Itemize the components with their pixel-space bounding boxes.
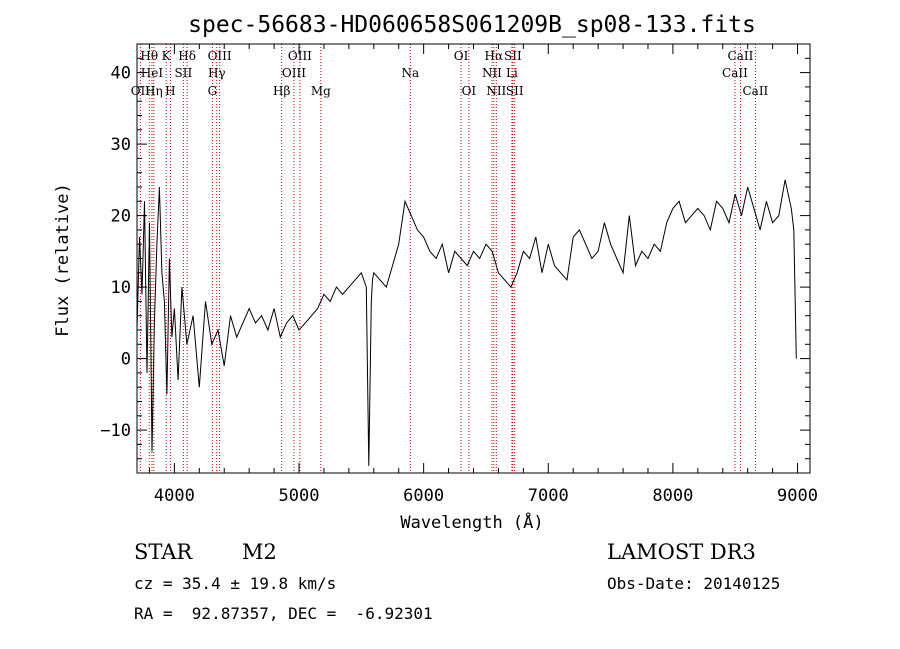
line-marker-label: Li — [506, 66, 518, 80]
line-marker-label: HeI — [141, 66, 164, 80]
line-marker-label: Hβ — [273, 84, 290, 98]
line-marker-label: CaII — [742, 84, 768, 98]
line-marker-label: SII — [506, 84, 524, 98]
y-tick-label: 0 — [121, 350, 131, 370]
line-marker-label: SII — [504, 49, 522, 63]
x-axis-label: Wavelength (Å) — [400, 511, 543, 533]
line-marker-label: Hγ — [208, 66, 226, 80]
x-tick-label: 6000 — [403, 486, 444, 506]
line-marker-label: Na — [401, 66, 419, 80]
x-axis-ticks: 4000 5000 6000 7000 8000 9000 — [148, 44, 818, 506]
line-marker-label: Mg — [311, 84, 331, 98]
redshift-cz: cz = 35.4 ± 19.8 km/s — [134, 574, 337, 593]
object-subclass: M2 — [242, 540, 277, 564]
y-axis-ticks: −10 0 10 20 30 40 — [100, 43, 810, 460]
y-axis-label: Flux (relative) — [53, 183, 73, 337]
x-tick-label: 8000 — [652, 486, 693, 506]
line-marker-label: SII — [175, 66, 193, 80]
spectrum-series — [136, 179, 797, 466]
line-marker-label: OIII — [282, 66, 306, 80]
y-tick-label: −10 — [100, 421, 131, 441]
y-tick-label: 40 — [111, 64, 131, 84]
survey-name: LAMOST DR3 — [607, 540, 756, 564]
chart-title: spec-56683-HD060658S061209B_sp08-133.fit… — [188, 12, 756, 38]
line-marker-label: CaII — [728, 49, 754, 63]
object-class: STAR — [134, 540, 193, 564]
line-marker-label: H — [165, 84, 175, 98]
x-tick-label: 9000 — [777, 486, 818, 506]
line-marker-label: OIII — [208, 49, 232, 63]
line-marker-label: NII — [482, 66, 502, 80]
line-marker-label: K — [162, 49, 172, 63]
coordinates: RA = 92.87357, DEC = -6.92301 — [134, 604, 433, 623]
x-tick-label: 7000 — [528, 486, 569, 506]
x-tick-label: 4000 — [154, 486, 195, 506]
line-marker-label: Hδ — [178, 49, 196, 63]
observation-date: Obs-Date: 20140125 — [607, 574, 781, 593]
line-marker-label: OIII — [288, 49, 312, 63]
line-marker-label: OI — [462, 84, 477, 98]
line-marker-label: Hα — [485, 49, 504, 63]
y-tick-label: 30 — [111, 135, 131, 155]
line-marker-label: OII — [131, 84, 151, 98]
line-marker-label: Hθ — [140, 49, 158, 63]
line-marker-label: CaII — [722, 66, 748, 80]
line-marker-label: NII — [486, 84, 506, 98]
line-marker-label: G — [208, 84, 218, 98]
y-tick-label: 20 — [111, 207, 131, 227]
y-tick-label: 10 — [111, 278, 131, 298]
line-marker-label: OI — [454, 49, 469, 63]
line-marker-label: Hη — [145, 84, 163, 98]
plot-frame — [136, 43, 811, 474]
x-tick-label: 5000 — [279, 486, 320, 506]
spectrum-line — [136, 179, 797, 466]
